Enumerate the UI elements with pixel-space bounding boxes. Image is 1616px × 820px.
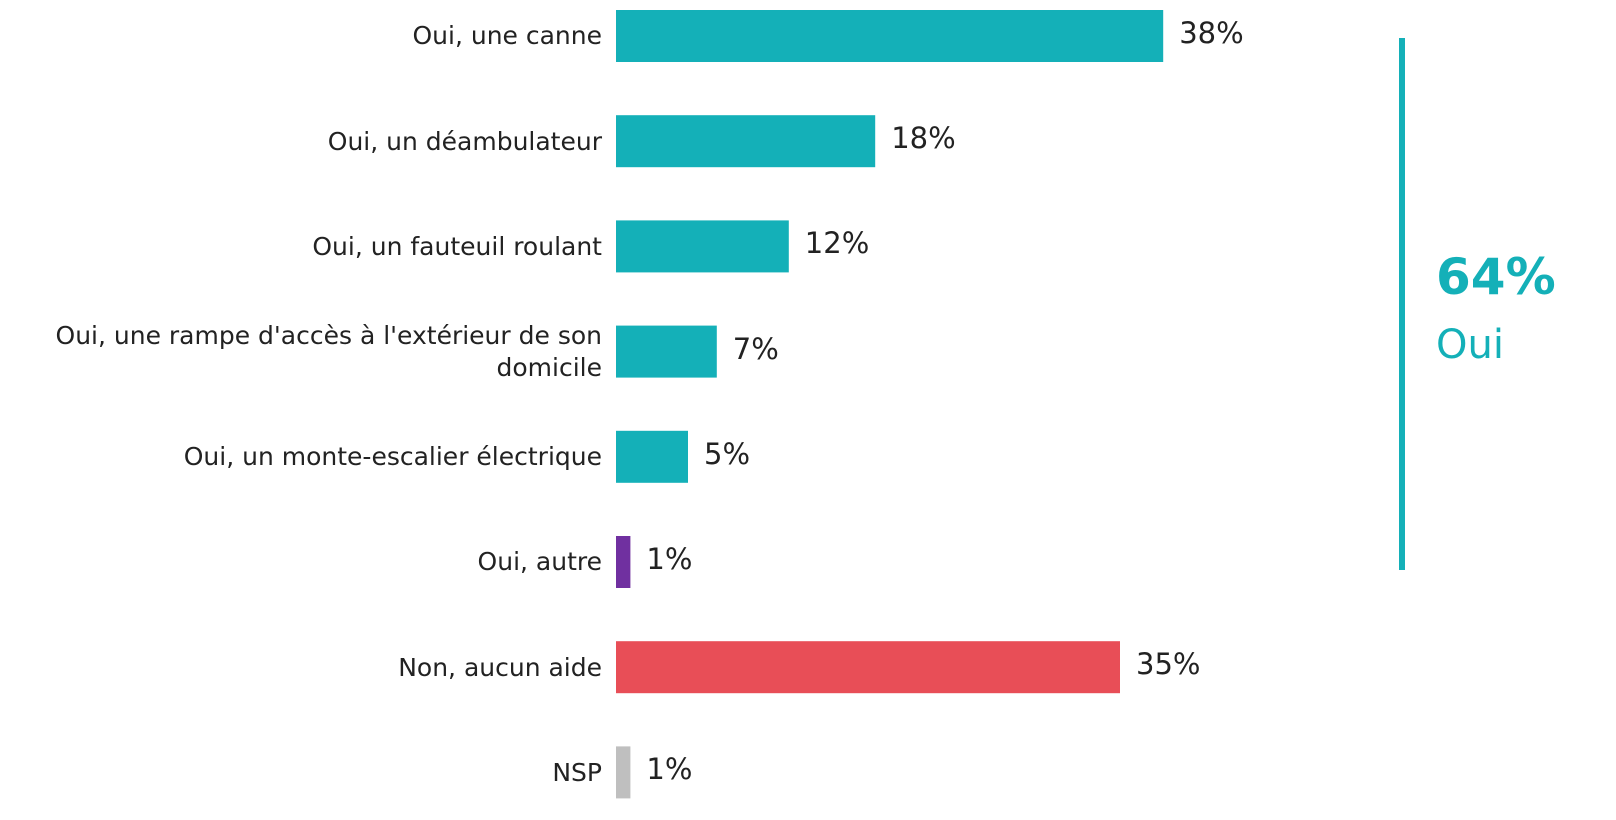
bar — [616, 430, 688, 483]
bar — [616, 10, 1164, 62]
value-label: 1% — [646, 542, 693, 576]
bar — [616, 746, 631, 799]
bar — [616, 220, 789, 273]
value-label: 18% — [891, 121, 956, 156]
category-label: Oui, un monte-escalier électrique — [183, 442, 602, 472]
bar — [616, 536, 631, 588]
value-label: 12% — [804, 226, 870, 261]
category-label: NSP — [552, 757, 602, 787]
value-label: 38% — [1179, 16, 1244, 50]
annotation-label: Oui — [1436, 322, 1504, 368]
bar — [616, 115, 876, 168]
category-label: Oui, une rampe d'accès à l'extérieur de … — [55, 321, 602, 382]
category-label: Non, aucun aide — [398, 652, 602, 682]
value-label: 1% — [646, 752, 693, 787]
category-label: Oui, autre — [477, 547, 602, 577]
annotation-value: 64% — [1436, 248, 1556, 306]
value-label: 35% — [1136, 647, 1201, 682]
value-label: 5% — [704, 436, 751, 471]
value-label: 7% — [732, 331, 779, 366]
category-label: Oui, un fauteuil roulant — [312, 231, 602, 261]
bar — [616, 325, 717, 378]
bar — [616, 641, 1120, 694]
category-label: Oui, une canne — [412, 21, 602, 51]
category-label: Oui, un déambulateur — [327, 126, 602, 156]
